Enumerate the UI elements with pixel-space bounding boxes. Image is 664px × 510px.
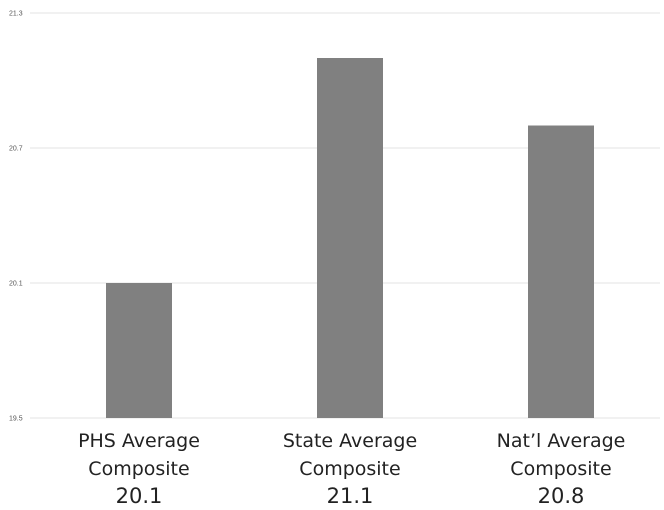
category-labels: PHS Average Composite 20.1 State Average Com… (78, 430, 625, 508)
category-label-line: State Average (283, 430, 417, 452)
bar (106, 283, 172, 418)
category-label-line: Nat’l Average (497, 430, 626, 452)
category-value-label: 20.1 (116, 484, 163, 508)
category-label-line: PHS Average (78, 430, 200, 452)
bars (106, 58, 594, 418)
category-label: Nat’l Average Composite 20.8 (497, 430, 626, 508)
category-label-line: Composite (510, 458, 611, 480)
y-tick-label: 19.5 (9, 416, 23, 423)
category-value-label: 20.8 (538, 484, 585, 508)
category-label-line: Composite (299, 458, 400, 480)
bar (528, 125, 594, 418)
y-tick-label: 20.1 (9, 281, 23, 288)
y-tick-label: 21.3 (9, 11, 23, 18)
category-value-label: 21.1 (327, 484, 374, 508)
category-label: PHS Average Composite 20.1 (78, 430, 200, 508)
y-tick-label: 20.7 (9, 146, 23, 153)
y-axis-ticks: 19.5 20.1 20.7 21.3 (9, 11, 23, 423)
category-label-line: Composite (88, 458, 189, 480)
category-label: State Average Composite 21.1 (283, 430, 417, 508)
bar (317, 58, 383, 418)
